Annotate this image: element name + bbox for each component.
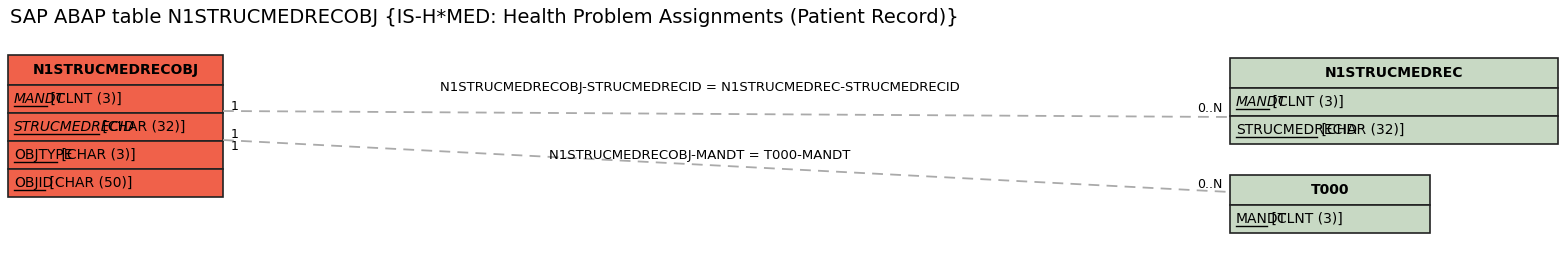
Text: N1STRUCMEDRECOBJ-STRUCMEDRECID = N1STRUCMEDREC-STRUCMEDRECID: N1STRUCMEDRECOBJ-STRUCMEDRECID = N1STRUC… <box>440 82 961 95</box>
Bar <box>8 85 223 113</box>
Bar <box>1230 175 1431 205</box>
Bar <box>8 113 223 141</box>
Text: [CHAR (3)]: [CHAR (3)] <box>58 148 136 162</box>
Text: N1STRUCMEDRECOBJ: N1STRUCMEDRECOBJ <box>33 63 199 77</box>
Text: N1STRUCMEDREC: N1STRUCMEDREC <box>1324 66 1464 80</box>
Text: T000: T000 <box>1310 183 1349 197</box>
Text: OBJID: OBJID <box>14 176 53 190</box>
Bar <box>8 169 223 197</box>
Text: 0..N: 0..N <box>1197 178 1222 191</box>
Text: N1STRUCMEDRECOBJ-MANDT = T000-MANDT: N1STRUCMEDRECOBJ-MANDT = T000-MANDT <box>550 149 851 162</box>
Text: [CHAR (32)]: [CHAR (32)] <box>99 120 186 134</box>
Bar <box>8 55 223 85</box>
Text: 1: 1 <box>230 101 238 114</box>
Text: MANDT: MANDT <box>14 92 64 106</box>
Text: MANDT: MANDT <box>1236 95 1287 109</box>
Text: 1: 1 <box>230 128 238 141</box>
Text: 1: 1 <box>230 140 238 153</box>
Bar <box>1230 205 1431 233</box>
Text: MANDT: MANDT <box>1236 212 1287 226</box>
Bar <box>1230 88 1558 116</box>
Text: [CHAR (32)]: [CHAR (32)] <box>1316 123 1404 137</box>
Bar <box>1230 58 1558 88</box>
Text: 0..N: 0..N <box>1197 102 1222 115</box>
Bar <box>8 141 223 169</box>
Text: [CLNT (3)]: [CLNT (3)] <box>1268 212 1343 226</box>
Text: [CHAR (50)]: [CHAR (50)] <box>45 176 132 190</box>
Text: [CLNT (3)]: [CLNT (3)] <box>1269 95 1344 109</box>
Text: STRUCMEDRECID: STRUCMEDRECID <box>1236 123 1357 137</box>
Bar <box>1230 116 1558 144</box>
Text: STRUCMEDRECID: STRUCMEDRECID <box>14 120 135 134</box>
Text: SAP ABAP table N1STRUCMEDRECOBJ {IS-H*MED: Health Problem Assignments (Patient R: SAP ABAP table N1STRUCMEDRECOBJ {IS-H*ME… <box>9 8 959 27</box>
Text: OBJTYPE: OBJTYPE <box>14 148 72 162</box>
Text: [CLNT (3)]: [CLNT (3)] <box>47 92 122 106</box>
